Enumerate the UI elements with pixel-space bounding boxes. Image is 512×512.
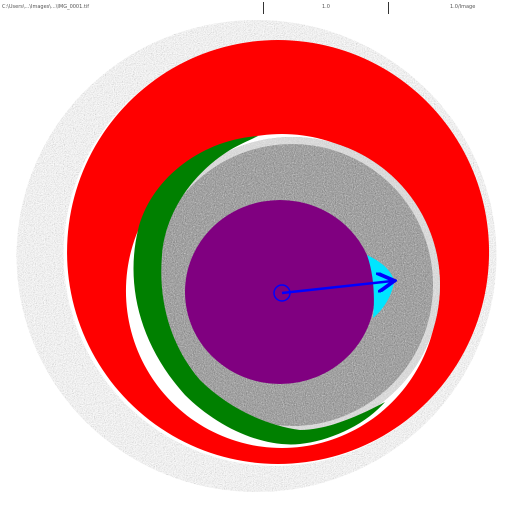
scale-label: 1.0 bbox=[322, 4, 330, 10]
ruler-tick bbox=[263, 2, 264, 14]
outer-ring bbox=[67, 40, 490, 464]
ruler-tick bbox=[388, 2, 389, 14]
radius-arrow bbox=[281, 281, 392, 295]
zoom-label: 1.0/Image bbox=[450, 4, 476, 10]
file-path-label: C:\Users\...\Images\...\IMG_0001.tif bbox=[2, 4, 89, 10]
purple-disc bbox=[185, 200, 375, 384]
